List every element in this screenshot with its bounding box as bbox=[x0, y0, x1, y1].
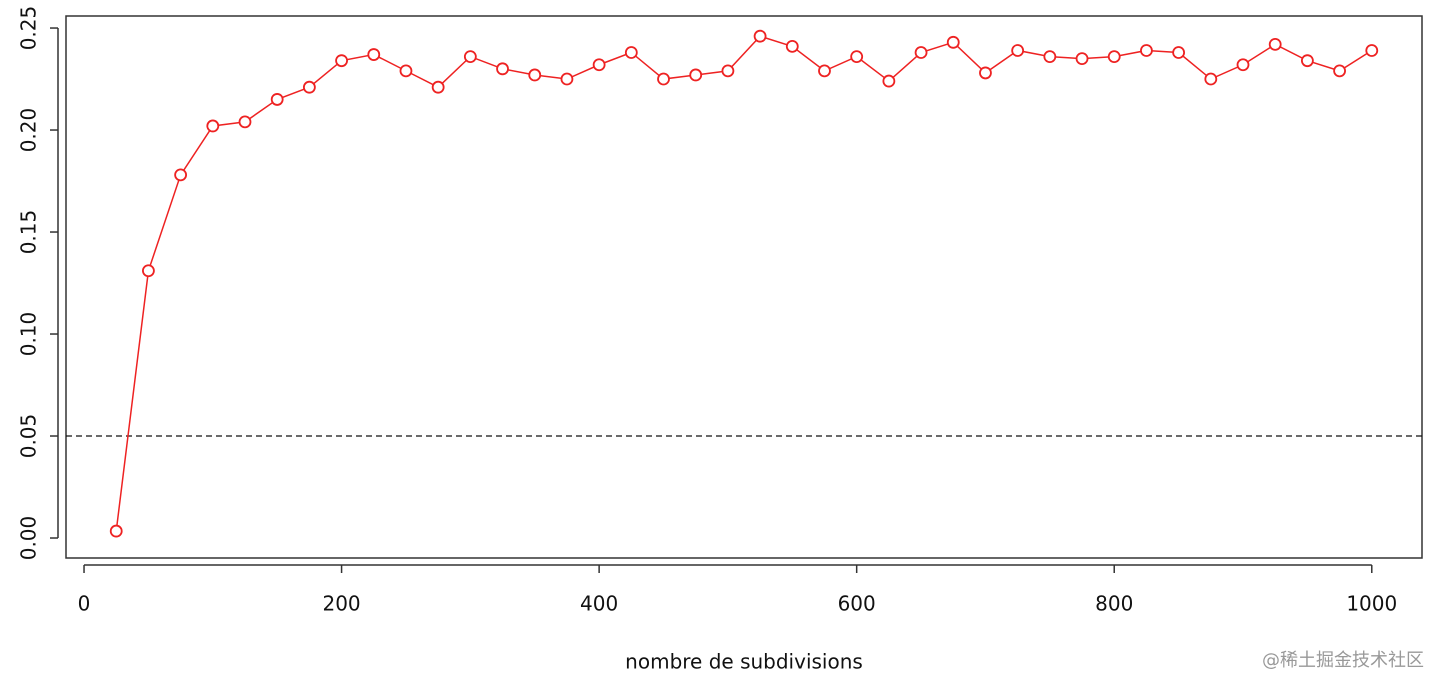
x-tick-label: 0 bbox=[78, 592, 91, 616]
y-tick-label: 0.05 bbox=[17, 414, 41, 459]
data-point bbox=[1075, 52, 1089, 66]
data-point bbox=[592, 58, 606, 72]
data-point bbox=[335, 54, 348, 68]
watermark: @稀土掘金技术社区 bbox=[1262, 650, 1424, 671]
x-tick-label: 800 bbox=[1095, 592, 1133, 616]
data-point bbox=[1172, 46, 1186, 59]
data-point bbox=[142, 264, 155, 278]
data-point bbox=[1140, 44, 1153, 57]
x-tick-label: 1000 bbox=[1346, 592, 1397, 616]
data-point bbox=[1365, 44, 1379, 57]
data-point bbox=[270, 93, 284, 106]
data-point bbox=[785, 39, 799, 53]
data-point bbox=[850, 50, 864, 63]
data-point bbox=[1236, 58, 1250, 72]
data-point bbox=[1333, 64, 1346, 78]
data-point bbox=[399, 64, 413, 78]
data-point bbox=[1300, 54, 1314, 68]
x-tick-label: 200 bbox=[322, 592, 360, 616]
data-point bbox=[1011, 44, 1025, 57]
y-tick-label: 0.00 bbox=[17, 516, 41, 561]
data-point bbox=[657, 72, 670, 86]
data-point bbox=[1204, 72, 1218, 86]
data-point bbox=[206, 119, 220, 133]
data-point bbox=[463, 50, 477, 63]
data-point bbox=[914, 46, 928, 59]
data-point bbox=[946, 35, 960, 49]
data-point bbox=[753, 29, 767, 43]
x-axis-label: nombre de subdivisions bbox=[625, 650, 863, 674]
y-tick-label: 0.20 bbox=[17, 108, 41, 153]
data-point bbox=[721, 64, 735, 78]
x-tick-label: 600 bbox=[838, 592, 876, 616]
data-point bbox=[496, 62, 509, 76]
y-tick-label: 0.15 bbox=[17, 210, 41, 255]
y-tick-label: 0.10 bbox=[17, 312, 41, 357]
data-point bbox=[1107, 50, 1121, 63]
data-point bbox=[367, 48, 381, 61]
data-point bbox=[560, 72, 574, 86]
data-point bbox=[1268, 37, 1282, 51]
data-point bbox=[624, 46, 638, 59]
data-point bbox=[238, 115, 252, 129]
data-point bbox=[689, 68, 703, 82]
data-point bbox=[109, 524, 123, 538]
data-point bbox=[174, 168, 188, 182]
data-point bbox=[882, 74, 896, 88]
data-point bbox=[431, 80, 445, 94]
series-line bbox=[115, 35, 1373, 532]
data-point bbox=[818, 64, 831, 78]
x-tick-label: 400 bbox=[580, 592, 618, 616]
plot-box bbox=[65, 15, 1423, 559]
data-point bbox=[302, 80, 316, 94]
data-point bbox=[528, 68, 542, 82]
data-point bbox=[979, 66, 992, 80]
data-point bbox=[1043, 50, 1057, 63]
y-tick-label: 0.25 bbox=[17, 6, 41, 51]
